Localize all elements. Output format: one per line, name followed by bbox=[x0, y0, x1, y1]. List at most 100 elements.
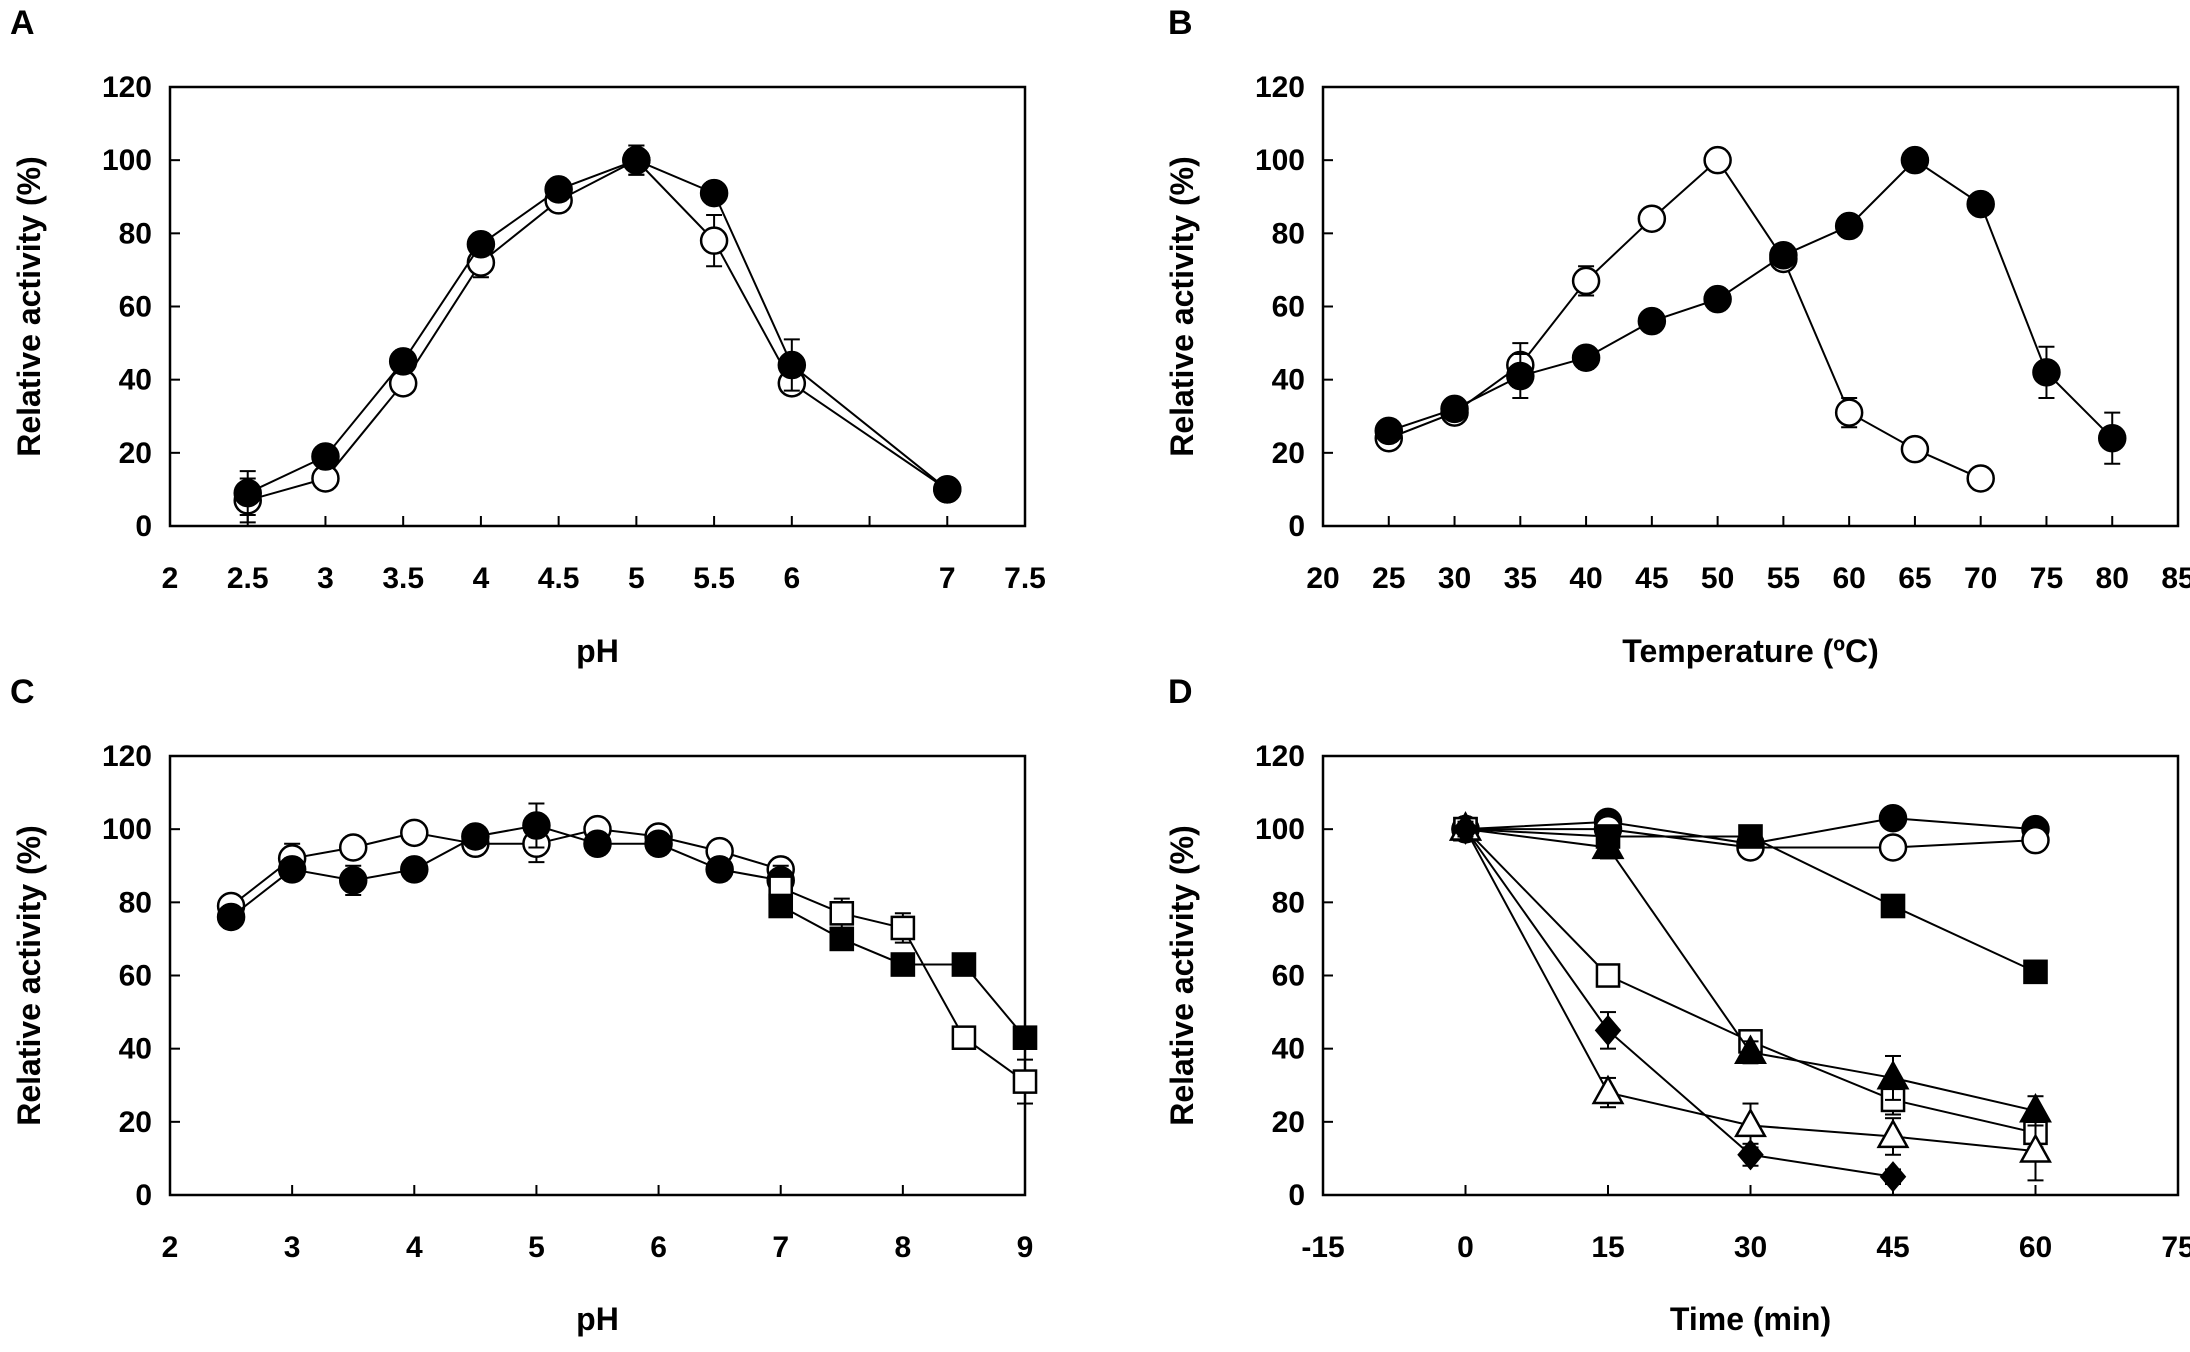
data-point bbox=[338, 866, 368, 895]
y-tick-label: 20 bbox=[1272, 437, 1305, 470]
y-tick-label: 0 bbox=[1288, 510, 1305, 543]
data-point bbox=[1571, 343, 1601, 372]
data-point bbox=[1452, 813, 1479, 845]
series-open-circle bbox=[1374, 145, 1995, 493]
data-point bbox=[1769, 241, 1798, 270]
chart-panel-a: A 0 20 40 60 80 100 120 2 2.5 3 3.5 4 4.5 5 5.5 6 7 7.5 pH R… bbox=[10, 4, 1046, 669]
y-tick-label: 80 bbox=[1272, 886, 1305, 919]
x-tick-label: 15 bbox=[1591, 1231, 1624, 1264]
x-tick-label: 75 bbox=[2030, 562, 2063, 595]
data-point bbox=[1440, 394, 1469, 424]
series-filled-circle bbox=[216, 802, 795, 932]
x-axis-label: Time (min) bbox=[1670, 1301, 1831, 1337]
y-tick-label: 0 bbox=[1288, 1179, 1305, 1212]
x-tick-label: 60 bbox=[2019, 1231, 2052, 1264]
x-tick-label: -15 bbox=[1301, 1231, 1344, 1264]
x-tick-label: 35 bbox=[1504, 562, 1537, 595]
data-point bbox=[233, 478, 262, 508]
data-point bbox=[1637, 306, 1667, 336]
x-tick-label: 6 bbox=[783, 562, 800, 595]
data-point bbox=[216, 902, 246, 932]
data-point bbox=[1637, 204, 1667, 233]
x-tick-label: 4.5 bbox=[538, 562, 580, 595]
panel-letter: D bbox=[1168, 673, 1193, 711]
x-tick-label: 45 bbox=[1876, 1231, 1909, 1264]
data-point bbox=[1966, 189, 1995, 219]
data-point bbox=[699, 178, 729, 208]
data-point bbox=[461, 822, 490, 851]
y-tick-label: 60 bbox=[119, 291, 152, 324]
data-point bbox=[1703, 145, 1732, 175]
data-point bbox=[1591, 1074, 1625, 1105]
y-tick-label: 120 bbox=[102, 71, 152, 104]
x-tick-label: 4 bbox=[473, 562, 490, 595]
series-open-square bbox=[1453, 816, 2048, 1149]
data-point bbox=[1879, 1161, 1907, 1193]
data-point bbox=[933, 475, 962, 504]
data-point bbox=[400, 855, 429, 884]
x-tick-label: 45 bbox=[1635, 562, 1668, 595]
data-point bbox=[2023, 959, 2048, 985]
series-line bbox=[1388, 158, 2113, 439]
panel-letter: C bbox=[10, 673, 35, 711]
x-tick-label: 5 bbox=[628, 562, 645, 595]
x-axis-label: pH bbox=[576, 633, 619, 669]
x-tick-label: 6 bbox=[650, 1231, 667, 1264]
y-tick-label: 80 bbox=[119, 886, 152, 919]
data-point bbox=[1878, 803, 1908, 833]
data-point bbox=[644, 829, 673, 859]
data-point bbox=[1738, 824, 1763, 849]
y-tick-label: 20 bbox=[1272, 1106, 1305, 1139]
x-tick-label: 0 bbox=[1457, 1231, 1474, 1264]
panel-letter: A bbox=[10, 4, 35, 42]
y-axis-label: Relative activity (%) bbox=[1164, 825, 1200, 1126]
data-point bbox=[622, 145, 651, 175]
x-tick-label: 3 bbox=[284, 1231, 301, 1264]
series-line bbox=[1388, 158, 1982, 480]
data-point bbox=[1876, 1118, 1910, 1149]
data-point bbox=[829, 926, 855, 952]
x-tick-label: 80 bbox=[2096, 562, 2129, 595]
x-tick-label: 7 bbox=[772, 1231, 789, 1264]
series-line bbox=[230, 828, 782, 907]
data-point bbox=[777, 350, 807, 380]
data-point bbox=[311, 442, 340, 471]
y-tick-label: 120 bbox=[1255, 740, 1305, 773]
x-tick-label: 40 bbox=[1569, 562, 1602, 595]
x-tick-label: 9 bbox=[1017, 1231, 1034, 1264]
y-tick-label: 40 bbox=[1272, 1033, 1305, 1066]
y-tick-label: 80 bbox=[119, 217, 152, 250]
data-point bbox=[583, 829, 612, 859]
x-tick-label: 75 bbox=[2161, 1231, 2190, 1264]
x-tick-label: 65 bbox=[1898, 562, 1931, 595]
x-tick-label: 2.5 bbox=[227, 562, 269, 595]
x-tick-label: 7 bbox=[939, 562, 956, 595]
x-tick-label: 5 bbox=[528, 1231, 545, 1264]
x-tick-label: 5.5 bbox=[693, 562, 735, 595]
y-tick-label: 60 bbox=[1272, 291, 1305, 324]
x-tick-label: 3 bbox=[317, 562, 334, 595]
x-tick-label: 60 bbox=[1832, 562, 1865, 595]
x-tick-label: 20 bbox=[1306, 562, 1339, 595]
y-tick-label: 40 bbox=[119, 1033, 152, 1066]
data-point bbox=[890, 915, 916, 941]
data-point bbox=[1900, 434, 1930, 464]
x-tick-label: 2 bbox=[162, 1231, 179, 1264]
x-tick-label: 2 bbox=[162, 562, 179, 595]
x-tick-label: 55 bbox=[1767, 562, 1800, 595]
x-tick-label: 7.5 bbox=[1004, 562, 1046, 595]
y-tick-label: 0 bbox=[135, 1179, 152, 1212]
chart-panel-c: C 0 20 40 60 80 100 120 2 3 4 5 6 7 8 9 pH Relative activ… bbox=[10, 673, 1038, 1337]
y-tick-label: 100 bbox=[1255, 144, 1305, 177]
plot-frame bbox=[168, 85, 1027, 528]
x-tick-label: 25 bbox=[1372, 562, 1405, 595]
series-filled-diamond bbox=[1452, 813, 1907, 1193]
y-tick-label: 20 bbox=[119, 1106, 152, 1139]
series-line bbox=[247, 158, 948, 502]
y-tick-label: 60 bbox=[1272, 960, 1305, 993]
data-point bbox=[338, 833, 368, 862]
y-axis-label: Relative activity (%) bbox=[11, 156, 47, 457]
y-tick-label: 40 bbox=[119, 364, 152, 397]
